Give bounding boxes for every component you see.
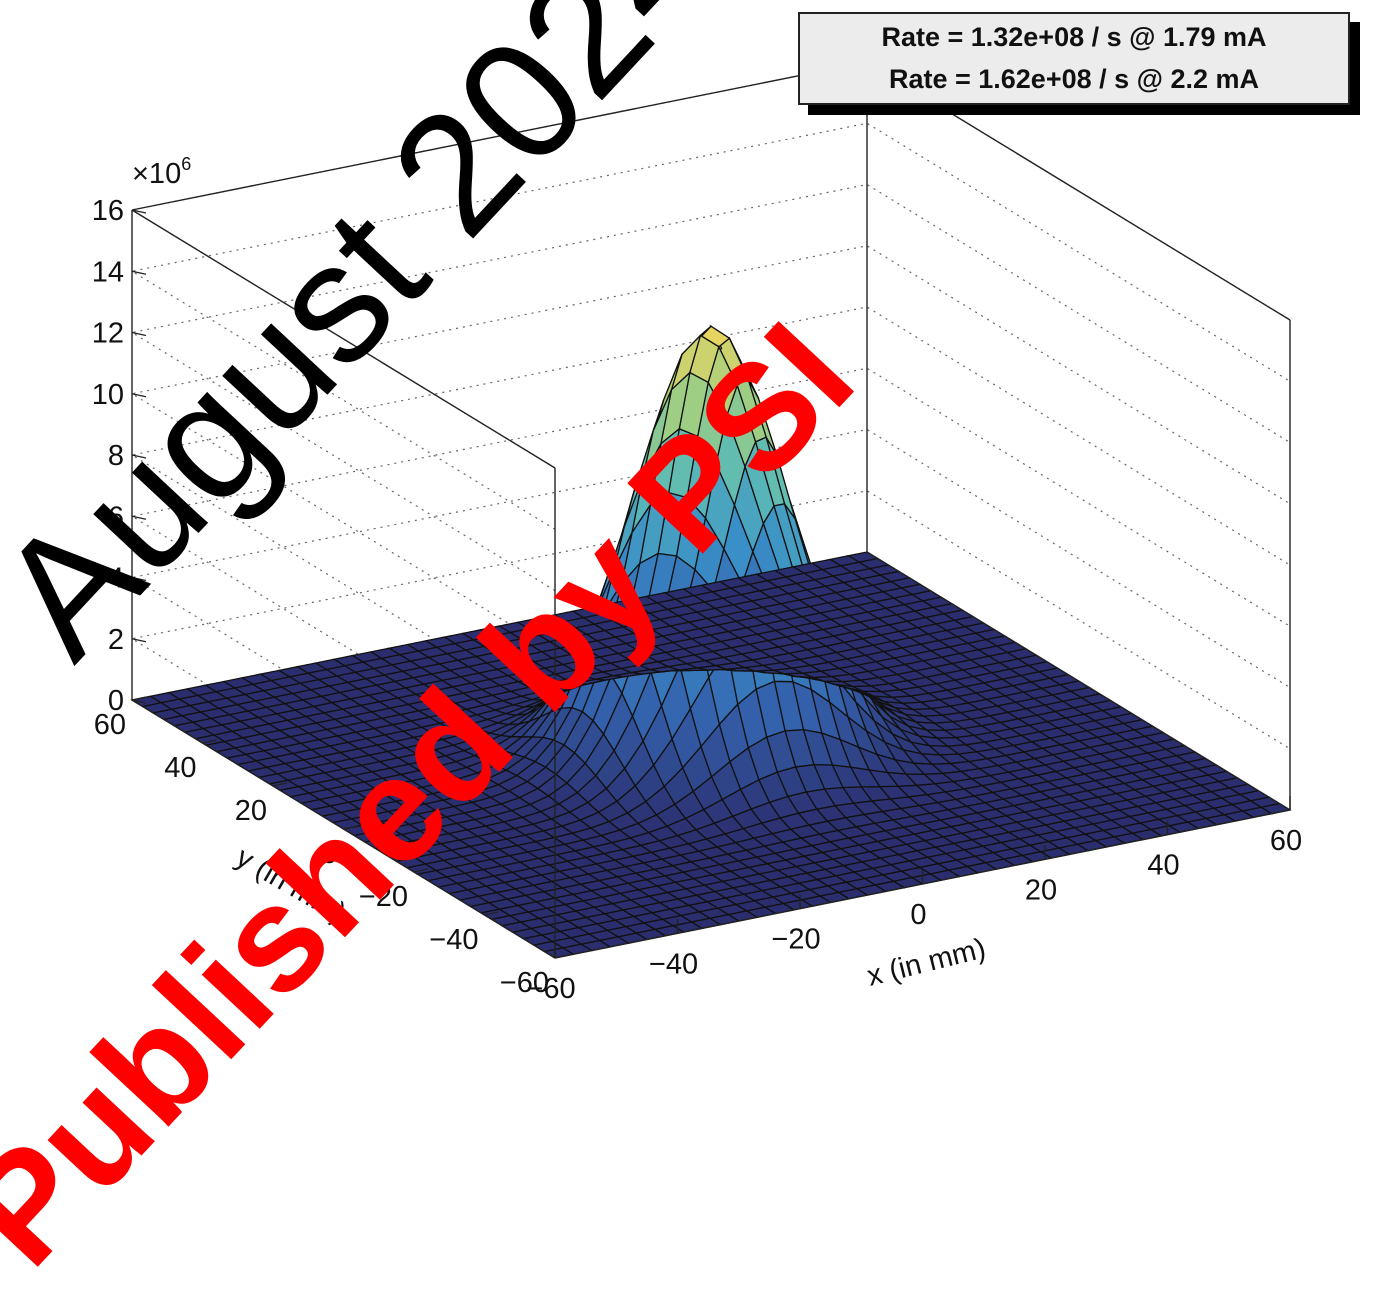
grid-line [130,306,1291,714]
y-tick-label: 40 [164,752,196,784]
y-tick [272,782,288,787]
z-tick [131,699,147,704]
legend: Rate = 1.32e+08 / s @ 1.79 mA Rate = 1.6… [798,12,1350,105]
x-tick-label: 40 [1147,850,1179,882]
z-tick-label: 10 [92,379,124,411]
frame-edge [866,61,1291,321]
grid-line [130,490,1291,898]
z-tick [131,576,147,582]
x-axis-label: x (in mm) [864,933,989,993]
y-tick [413,868,429,873]
grid-line [130,245,1291,653]
legend-entry: Rate = 1.62e+08 / s @ 2.2 mA [888,64,1260,94]
x-tick-label: 20 [1025,874,1057,906]
y-tick-label: −40 [429,924,478,956]
x-tick-label: 60 [1270,825,1302,857]
z-tick-label: 4 [108,563,124,595]
y-tick [484,911,499,916]
y-tick [343,825,358,830]
z-tick [131,638,147,643]
grid-line [130,367,1291,775]
z-multiplier-label: ×106 [132,154,191,190]
y-tick [202,739,217,744]
z-tick-label: 0 [108,685,124,717]
surface-mesh [130,324,1292,959]
axes: ×106 x (in mm) y (in mm) 0246810121416−6… [92,154,1302,1005]
z-tick [131,393,147,398]
z-tick [131,515,147,520]
y-tick-label: 20 [235,795,267,827]
frame-edge [131,209,556,469]
z-tick-label: 14 [92,256,124,288]
x-tick-label: −40 [649,948,698,980]
y-tick-label: −60 [500,967,549,999]
grid-line [130,183,1291,592]
z-tick [131,209,147,214]
x-tick-label: −20 [771,924,820,956]
x-tick-label: 0 [910,899,926,931]
grid-line [130,122,1291,530]
z-tick-label: 6 [108,501,124,533]
y-tick-label: 0 [321,838,337,870]
y-tick-label: 60 [94,709,126,741]
z-tick [131,454,147,459]
z-tick [131,270,147,275]
frame-edge [866,551,1291,811]
frame-edge [131,61,868,211]
chart-canvas: ×106 x (in mm) y (in mm) 0 2 4 6 8 10 12 14 16 −6… [0,0,1350,1296]
z-tick-label: 8 [108,440,124,472]
z-tick-label: 2 [108,624,124,656]
legend-entry: Rate = 1.32e+08 / s @ 1.79 mA [881,22,1267,52]
y-tick [554,954,570,959]
z-tick [131,331,147,337]
z-tick-label: 16 [92,195,124,227]
surface-plot: ×106 x (in mm) y (in mm) 0246810121416−6… [92,61,1302,1005]
z-tick-label: 12 [92,318,124,350]
y-tick-label: −20 [359,881,408,913]
x-tick-label: −60 [526,973,575,1005]
y-tick [131,696,147,701]
grid-line [130,428,1291,837]
